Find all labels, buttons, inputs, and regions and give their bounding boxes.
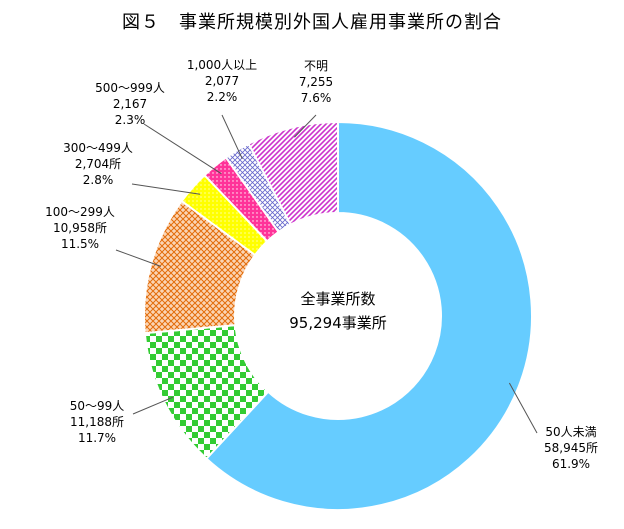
slice-label-count-6: 2,077 <box>205 74 239 88</box>
slice-label-percent-3: 11.5% <box>61 237 99 251</box>
slice-label-count-7: 7,255 <box>299 75 333 89</box>
leader-line-4 <box>131 183 201 195</box>
slice-label-percent-7: 7.6% <box>301 91 332 105</box>
leader-line-2 <box>132 396 174 415</box>
slice-label-name-7: 不明 <box>304 59 328 73</box>
slice-label-percent-1: 61.9% <box>552 457 590 471</box>
leader-line-7 <box>294 114 317 138</box>
slice-label-count-1: 58,945所 <box>544 441 598 455</box>
slice-label-percent-5: 2.3% <box>115 113 146 127</box>
leader-line-5 <box>143 123 222 175</box>
leader-line-6 <box>221 114 243 160</box>
slice-label-name-1: 50人未満 <box>545 425 596 439</box>
slice-1 <box>205 120 533 511</box>
slice-label-name-3: 100〜299人 <box>45 205 115 219</box>
slice-label-name-5: 500〜999人 <box>95 81 165 95</box>
leader-line-3 <box>115 249 161 267</box>
slice-label-count-4: 2,704所 <box>75 157 121 171</box>
leader-line-1 <box>508 382 538 434</box>
slice-label-name-2: 50〜99人 <box>70 399 125 413</box>
slice-label-count-2: 11,188所 <box>70 415 124 429</box>
slice-label-count-3: 10,958所 <box>53 221 107 235</box>
chart-title: 図５ 事業所規模別外国人雇用事業所の割合 <box>122 12 502 33</box>
slice-label-name-4: 300〜499人 <box>63 141 133 155</box>
slice-7 <box>247 120 339 226</box>
slice-label-percent-6: 2.2% <box>207 90 238 104</box>
slice-label-count-5: 2,167 <box>113 97 147 111</box>
slice-label-percent-4: 2.8% <box>83 173 114 187</box>
center-label-line2: 95,294事業所 <box>289 314 387 332</box>
slice-label-name-6: 1,000人以上 <box>187 58 257 72</box>
slice-label-percent-2: 11.7% <box>78 431 116 445</box>
center-label-line1: 全事業所数 <box>300 290 375 308</box>
